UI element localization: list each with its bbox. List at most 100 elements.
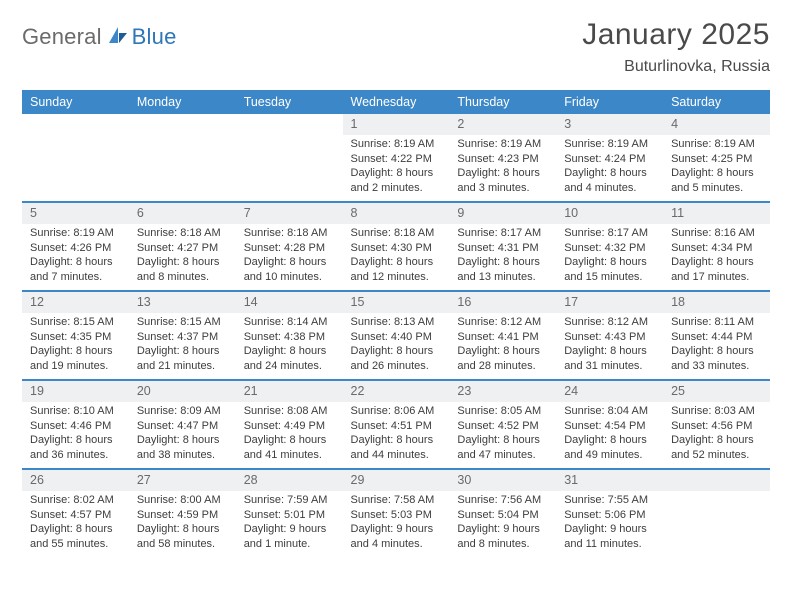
day-number-cell: 19 — [22, 380, 129, 402]
day-number: 7 — [236, 203, 343, 224]
day-detail: Sunrise: 8:19 AMSunset: 4:26 PMDaylight:… — [22, 224, 129, 290]
day-detail-cell: Sunrise: 8:00 AMSunset: 4:59 PMDaylight:… — [129, 491, 236, 557]
day-number: 1 — [343, 114, 450, 135]
day-number-cell: 22 — [343, 380, 450, 402]
day-detail: Sunrise: 8:19 AMSunset: 4:23 PMDaylight:… — [449, 135, 556, 201]
day-number: 29 — [343, 470, 450, 491]
day-detail: Sunrise: 8:05 AMSunset: 4:52 PMDaylight:… — [449, 402, 556, 468]
day-detail-cell: Sunrise: 8:08 AMSunset: 4:49 PMDaylight:… — [236, 402, 343, 469]
day-detail-cell: Sunrise: 8:18 AMSunset: 4:27 PMDaylight:… — [129, 224, 236, 291]
day-detail: Sunrise: 8:16 AMSunset: 4:34 PMDaylight:… — [663, 224, 770, 290]
day-number: 8 — [343, 203, 450, 224]
day-detail: Sunrise: 8:03 AMSunset: 4:56 PMDaylight:… — [663, 402, 770, 468]
day-detail: Sunrise: 8:17 AMSunset: 4:32 PMDaylight:… — [556, 224, 663, 290]
week-daynum-row: 1234 — [22, 114, 770, 135]
day-number-cell: 9 — [449, 202, 556, 224]
day-number: 4 — [663, 114, 770, 135]
day-number: 6 — [129, 203, 236, 224]
day-detail-cell: Sunrise: 8:09 AMSunset: 4:47 PMDaylight:… — [129, 402, 236, 469]
day-detail-cell: Sunrise: 8:02 AMSunset: 4:57 PMDaylight:… — [22, 491, 129, 557]
brand-word-blue: Blue — [132, 24, 177, 50]
day-number-cell: 11 — [663, 202, 770, 224]
day-detail: Sunrise: 7:55 AMSunset: 5:06 PMDaylight:… — [556, 491, 663, 557]
day-detail-cell: Sunrise: 8:13 AMSunset: 4:40 PMDaylight:… — [343, 313, 450, 380]
day-detail-cell: Sunrise: 8:15 AMSunset: 4:37 PMDaylight:… — [129, 313, 236, 380]
day-detail: Sunrise: 8:12 AMSunset: 4:43 PMDaylight:… — [556, 313, 663, 379]
day-detail: Sunrise: 8:19 AMSunset: 4:24 PMDaylight:… — [556, 135, 663, 201]
day-number: 10 — [556, 203, 663, 224]
day-number: 17 — [556, 292, 663, 313]
day-detail-cell: Sunrise: 8:19 AMSunset: 4:24 PMDaylight:… — [556, 135, 663, 202]
day-number-cell: 4 — [663, 114, 770, 135]
week-detail-row: Sunrise: 8:19 AMSunset: 4:26 PMDaylight:… — [22, 224, 770, 291]
day-detail: Sunrise: 8:18 AMSunset: 4:30 PMDaylight:… — [343, 224, 450, 290]
day-detail: Sunrise: 7:58 AMSunset: 5:03 PMDaylight:… — [343, 491, 450, 557]
day-number-cell: 6 — [129, 202, 236, 224]
week-detail-row: Sunrise: 8:15 AMSunset: 4:35 PMDaylight:… — [22, 313, 770, 380]
calendar-page: General Blue January 2025 Buturlinovka, … — [0, 0, 792, 612]
title-block: January 2025 Buturlinovka, Russia — [582, 18, 770, 76]
day-number: 28 — [236, 470, 343, 491]
day-number-cell — [663, 469, 770, 491]
day-number-cell: 29 — [343, 469, 450, 491]
day-detail-cell: Sunrise: 8:14 AMSunset: 4:38 PMDaylight:… — [236, 313, 343, 380]
day-number: 16 — [449, 292, 556, 313]
day-number: 12 — [22, 292, 129, 313]
day-detail-cell: Sunrise: 7:58 AMSunset: 5:03 PMDaylight:… — [343, 491, 450, 557]
day-number-cell: 18 — [663, 291, 770, 313]
weekday-header: Wednesday — [343, 90, 450, 114]
location-label: Buturlinovka, Russia — [582, 58, 770, 76]
day-detail: Sunrise: 8:14 AMSunset: 4:38 PMDaylight:… — [236, 313, 343, 379]
day-detail-cell: Sunrise: 8:11 AMSunset: 4:44 PMDaylight:… — [663, 313, 770, 380]
day-number-cell: 10 — [556, 202, 663, 224]
day-detail: Sunrise: 8:18 AMSunset: 4:28 PMDaylight:… — [236, 224, 343, 290]
day-number-cell: 15 — [343, 291, 450, 313]
week-detail-row: Sunrise: 8:19 AMSunset: 4:22 PMDaylight:… — [22, 135, 770, 202]
day-detail: Sunrise: 8:04 AMSunset: 4:54 PMDaylight:… — [556, 402, 663, 468]
day-detail-cell: Sunrise: 7:55 AMSunset: 5:06 PMDaylight:… — [556, 491, 663, 557]
day-detail: Sunrise: 8:17 AMSunset: 4:31 PMDaylight:… — [449, 224, 556, 290]
day-detail-cell — [663, 491, 770, 557]
weekday-header-row: Sunday Monday Tuesday Wednesday Thursday… — [22, 90, 770, 114]
day-number-cell: 5 — [22, 202, 129, 224]
week-daynum-row: 567891011 — [22, 202, 770, 224]
day-detail: Sunrise: 8:10 AMSunset: 4:46 PMDaylight:… — [22, 402, 129, 468]
day-number: 24 — [556, 381, 663, 402]
day-detail-cell — [129, 135, 236, 202]
week-daynum-row: 262728293031 — [22, 469, 770, 491]
day-number-cell: 3 — [556, 114, 663, 135]
day-detail-cell: Sunrise: 8:12 AMSunset: 4:43 PMDaylight:… — [556, 313, 663, 380]
day-detail-cell: Sunrise: 8:06 AMSunset: 4:51 PMDaylight:… — [343, 402, 450, 469]
day-number: 9 — [449, 203, 556, 224]
day-number-cell: 17 — [556, 291, 663, 313]
day-number-cell: 12 — [22, 291, 129, 313]
brand-sail-icon — [107, 25, 129, 50]
weekday-header: Sunday — [22, 90, 129, 114]
day-number-cell: 7 — [236, 202, 343, 224]
day-detail-cell: Sunrise: 8:04 AMSunset: 4:54 PMDaylight:… — [556, 402, 663, 469]
day-number: 18 — [663, 292, 770, 313]
weekday-header: Monday — [129, 90, 236, 114]
day-number-cell: 13 — [129, 291, 236, 313]
day-detail: Sunrise: 8:19 AMSunset: 4:22 PMDaylight:… — [343, 135, 450, 201]
day-detail: Sunrise: 8:06 AMSunset: 4:51 PMDaylight:… — [343, 402, 450, 468]
day-detail: Sunrise: 8:02 AMSunset: 4:57 PMDaylight:… — [22, 491, 129, 557]
day-detail-cell: Sunrise: 7:56 AMSunset: 5:04 PMDaylight:… — [449, 491, 556, 557]
day-number: 25 — [663, 381, 770, 402]
day-detail-cell: Sunrise: 7:59 AMSunset: 5:01 PMDaylight:… — [236, 491, 343, 557]
day-number-cell: 20 — [129, 380, 236, 402]
day-number: 2 — [449, 114, 556, 135]
month-title: January 2025 — [582, 18, 770, 52]
day-number: 31 — [556, 470, 663, 491]
day-detail: Sunrise: 8:13 AMSunset: 4:40 PMDaylight:… — [343, 313, 450, 379]
week-daynum-row: 12131415161718 — [22, 291, 770, 313]
day-detail-cell — [22, 135, 129, 202]
weekday-header: Friday — [556, 90, 663, 114]
day-detail: Sunrise: 8:09 AMSunset: 4:47 PMDaylight:… — [129, 402, 236, 468]
day-detail-cell: Sunrise: 8:17 AMSunset: 4:32 PMDaylight:… — [556, 224, 663, 291]
day-number-empty — [663, 470, 770, 491]
day-detail: Sunrise: 7:59 AMSunset: 5:01 PMDaylight:… — [236, 491, 343, 557]
day-number: 22 — [343, 381, 450, 402]
day-detail: Sunrise: 8:19 AMSunset: 4:25 PMDaylight:… — [663, 135, 770, 201]
day-detail: Sunrise: 8:11 AMSunset: 4:44 PMDaylight:… — [663, 313, 770, 379]
